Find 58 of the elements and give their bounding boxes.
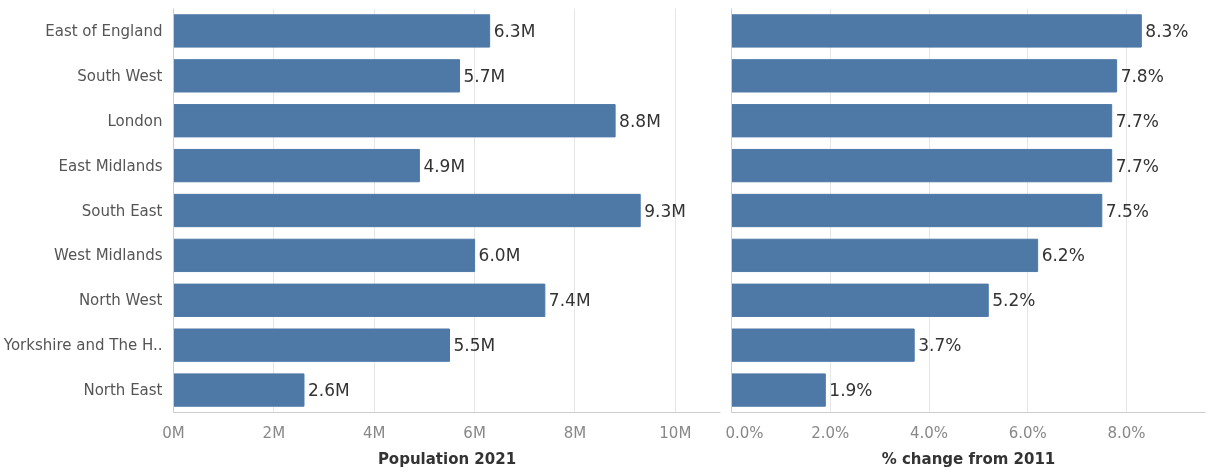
data-label: 5.7M — [463, 65, 506, 86]
bar — [731, 373, 826, 407]
x-tick-label: 8M — [563, 423, 587, 442]
x-axis-title: % change from 2011 — [881, 449, 1056, 468]
bar — [173, 14, 491, 48]
y-tick-label: North West — [78, 291, 163, 310]
bar — [731, 193, 1103, 228]
data-label: 4.9M — [423, 155, 466, 176]
bar — [173, 193, 641, 228]
bar — [731, 104, 1113, 138]
data-label: 2.6M — [307, 380, 350, 401]
data-label: 8.3% — [1145, 20, 1189, 41]
y-tick-label: South East — [81, 201, 163, 220]
x-tick-label: 8.0% — [1107, 423, 1146, 442]
bar — [173, 59, 461, 93]
bar — [731, 283, 989, 317]
data-label: 7.7% — [1115, 155, 1159, 176]
x-tick-label: 6M — [463, 423, 486, 442]
bar — [731, 328, 915, 362]
data-label: 1.9% — [829, 380, 873, 401]
x-tick-label: 4M — [362, 423, 386, 442]
bar — [173, 148, 420, 183]
data-label: 6.2% — [1041, 245, 1085, 266]
y-tick-label: Yorkshire and The H.. — [2, 336, 163, 355]
data-label: 7.5% — [1105, 200, 1150, 221]
x-tick-label: 6.0% — [1008, 423, 1047, 442]
bar — [731, 14, 1142, 48]
y-tick-label: South West — [77, 66, 163, 85]
x-tick-label: 10M — [659, 423, 692, 442]
data-label: 9.3M — [644, 200, 686, 221]
y-tick-label: East of England — [45, 21, 163, 40]
bar — [173, 373, 305, 407]
data-label: 7.7% — [1115, 110, 1159, 131]
data-label: 8.8M — [619, 110, 661, 131]
data-label: 5.2% — [992, 290, 1036, 311]
y-tick-label: West Midlands — [54, 246, 163, 265]
bar — [173, 283, 546, 317]
data-label: 5.5M — [453, 335, 496, 356]
x-tick-label: 2.0% — [811, 423, 850, 442]
data-label: 3.7% — [918, 335, 962, 356]
bar — [173, 104, 616, 138]
bar — [173, 238, 476, 273]
x-tick-label: 4.0% — [909, 423, 949, 442]
data-label: 6.0M — [478, 245, 521, 266]
bar — [173, 328, 451, 362]
x-tick-label: 0.0% — [725, 423, 764, 442]
data-label: 7.4M — [548, 290, 591, 311]
bar — [731, 238, 1039, 273]
x-tick-label: 2M — [262, 423, 286, 442]
y-tick-label: East Midlands — [58, 156, 163, 175]
bar — [731, 148, 1113, 183]
x-tick-label: 0M — [162, 423, 185, 442]
y-tick-label: London — [107, 111, 163, 130]
y-tick-label: North East — [83, 381, 163, 400]
data-label: 7.8% — [1120, 65, 1164, 86]
x-axis-title: Population 2021 — [377, 449, 517, 468]
bar — [731, 59, 1118, 93]
data-label: 6.3M — [493, 20, 536, 41]
